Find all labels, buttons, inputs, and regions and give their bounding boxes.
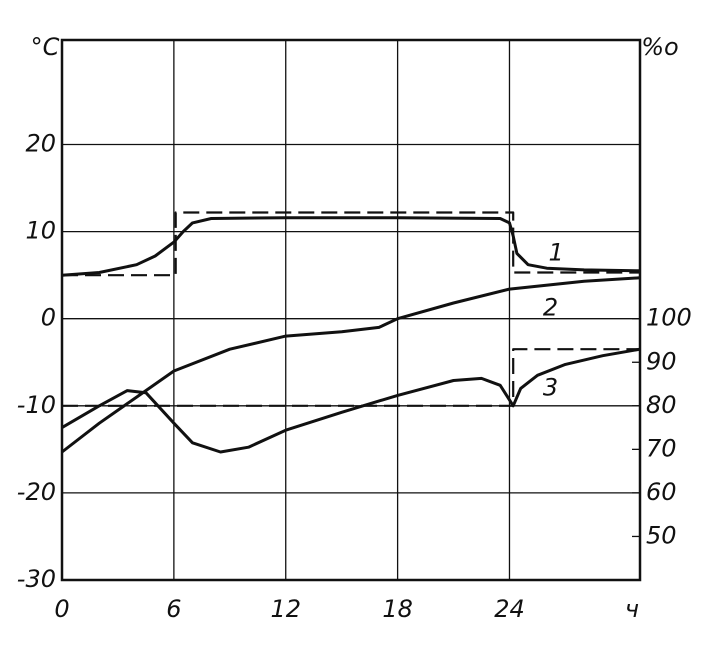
x-tick-label: 0 xyxy=(54,595,69,623)
plot-frame xyxy=(60,38,642,582)
series-label: 2 xyxy=(543,293,558,321)
x-tick-label: 24 xyxy=(494,595,525,623)
series-label: 3 xyxy=(543,373,558,401)
y-tick-label: 10 xyxy=(25,217,56,245)
y-tick-label: -10 xyxy=(17,391,56,419)
y2-tick-label: 70 xyxy=(646,434,677,462)
x-tick-label: 6 xyxy=(166,595,181,623)
y-tick-label: -30 xyxy=(17,565,56,593)
y-axis-label: °C xyxy=(31,33,60,61)
y-tick-label: -20 xyxy=(17,478,56,506)
y2-tick-label: 90 xyxy=(646,347,677,375)
series-label: 1 xyxy=(548,238,563,266)
y2-tick-label: 50 xyxy=(646,521,677,549)
y2-tick-label: 100 xyxy=(646,304,692,332)
line-series xyxy=(61,216,641,277)
x-tick-label: 12 xyxy=(270,595,301,623)
y2-axis-label: %o xyxy=(641,33,679,61)
x-tick-label: 18 xyxy=(382,595,413,623)
line-series xyxy=(61,347,641,454)
line-series xyxy=(61,276,641,454)
line-series xyxy=(62,211,640,277)
y2-tick-label: 80 xyxy=(646,391,677,419)
x-tick-label: ч xyxy=(625,595,639,623)
y2-tick-label: 60 xyxy=(646,478,677,506)
y-tick-label: 0 xyxy=(41,304,56,332)
y-tick-label: 20 xyxy=(25,130,56,158)
